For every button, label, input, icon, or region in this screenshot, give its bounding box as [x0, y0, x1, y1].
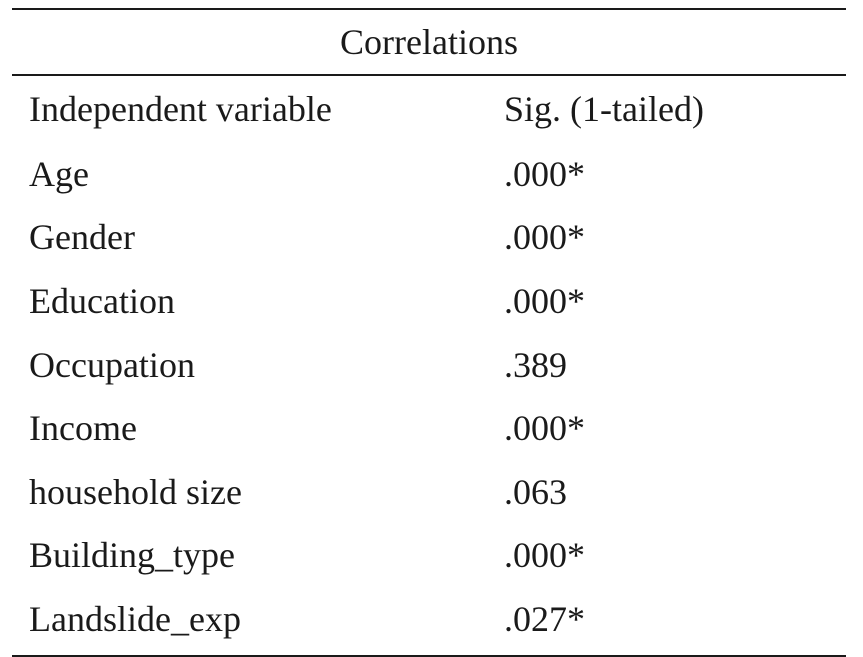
header-significance: Sig. (1-tailed) [504, 89, 704, 129]
header-rule [12, 74, 846, 76]
row-significance: .000* [504, 280, 585, 321]
table-caption: Correlations [340, 22, 518, 62]
row-significance: .000* [504, 408, 585, 449]
table-row: Landslide_exp .027* [12, 587, 846, 651]
table-row: Education .000* [12, 269, 846, 333]
row-variable: Income [29, 408, 137, 449]
row-significance: .000* [504, 153, 585, 194]
correlations-table: Correlations Independent variable Sig. (… [12, 8, 846, 657]
top-rule [12, 8, 846, 10]
table-row: Income .000* [12, 396, 846, 460]
table-row: Age .000* [12, 142, 846, 206]
row-significance: .027* [504, 598, 585, 639]
table-body: Age .000* Gender .000* Education .000* O… [12, 142, 846, 655]
row-variable: Landslide_exp [29, 598, 241, 639]
header-variable: Independent variable [29, 89, 332, 129]
row-significance: .063 [504, 471, 567, 512]
row-significance: .389 [504, 344, 567, 385]
table-row: household size .063 [12, 460, 846, 524]
row-variable: Building_type [29, 535, 235, 576]
row-significance: .000* [504, 217, 585, 258]
table-header-row: Independent variable Sig. (1-tailed) [12, 76, 846, 142]
row-variable: Occupation [29, 344, 195, 385]
table-row: Gender .000* [12, 206, 846, 270]
row-significance: .000* [504, 535, 585, 576]
row-variable: household size [29, 471, 242, 512]
row-variable: Age [29, 153, 89, 194]
row-variable: Education [29, 280, 175, 321]
table-row: Building_type .000* [12, 524, 846, 588]
row-variable: Gender [29, 217, 135, 258]
bottom-rule [12, 654, 846, 657]
table-row: Occupation .389 [12, 333, 846, 397]
